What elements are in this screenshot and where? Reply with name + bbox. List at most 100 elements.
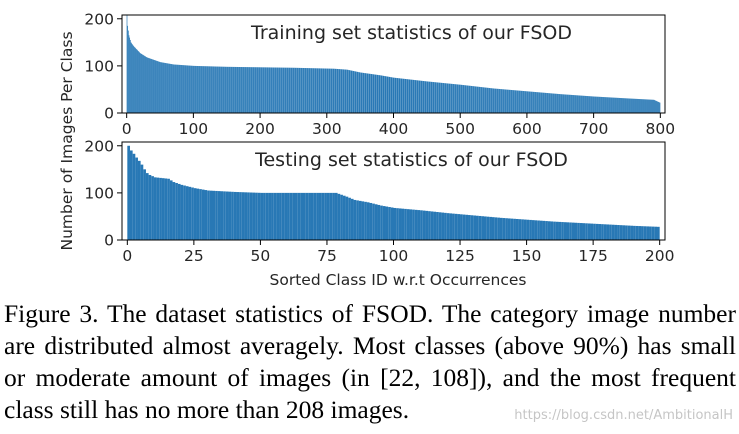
bar — [590, 96, 591, 113]
bar — [626, 98, 627, 113]
bar — [366, 73, 367, 113]
bar — [561, 222, 564, 240]
bar — [510, 89, 511, 113]
bar — [656, 101, 657, 113]
bar — [162, 62, 164, 113]
bar — [324, 68, 325, 113]
bar — [501, 89, 503, 113]
bar — [569, 222, 572, 240]
bar — [263, 67, 265, 113]
bar — [468, 215, 471, 240]
bar — [456, 84, 457, 113]
bar — [143, 169, 146, 240]
bar — [531, 220, 535, 240]
bar — [359, 72, 361, 113]
bar — [417, 80, 419, 113]
bar — [420, 80, 421, 113]
bar — [276, 192, 280, 240]
bar — [217, 191, 221, 240]
bar — [619, 225, 623, 240]
bar — [144, 56, 146, 113]
bar — [457, 214, 461, 240]
bar — [526, 219, 530, 240]
bar — [414, 209, 418, 240]
bar — [603, 224, 607, 240]
bar — [286, 67, 287, 113]
bar — [336, 68, 338, 113]
bar — [518, 90, 520, 113]
bar — [284, 192, 288, 240]
bar — [184, 65, 185, 113]
bar — [264, 67, 265, 113]
bar — [398, 78, 400, 113]
bar — [255, 192, 258, 240]
bar — [231, 191, 234, 240]
bar — [367, 73, 369, 113]
bar — [390, 77, 392, 113]
bar — [247, 67, 249, 113]
bar — [563, 94, 565, 113]
bar — [129, 37, 131, 114]
bar — [331, 68, 333, 113]
bar — [451, 83, 453, 113]
bar — [448, 83, 450, 113]
bar — [212, 66, 214, 113]
bar — [589, 96, 591, 113]
bar — [234, 66, 236, 113]
bar — [270, 67, 272, 113]
bar — [545, 221, 548, 240]
bar — [404, 78, 406, 113]
bar — [253, 67, 255, 113]
bar — [574, 95, 575, 113]
bar — [382, 206, 386, 240]
bar — [622, 225, 626, 240]
bar — [598, 96, 600, 113]
bar — [266, 67, 268, 113]
bar — [284, 67, 286, 113]
bar — [529, 219, 532, 240]
bar — [313, 192, 317, 240]
bar — [175, 182, 178, 240]
bar — [633, 98, 635, 113]
bar — [648, 99, 649, 113]
bar — [440, 82, 442, 113]
bar — [651, 99, 653, 113]
bar — [555, 221, 559, 240]
bar — [608, 97, 610, 113]
bar — [345, 69, 347, 113]
bar — [241, 67, 243, 113]
bar — [441, 82, 443, 113]
bar — [432, 82, 434, 113]
bar — [638, 226, 642, 240]
bar — [353, 71, 355, 113]
bar — [159, 177, 162, 240]
bar — [247, 192, 250, 240]
bar — [316, 192, 319, 240]
bar — [542, 220, 546, 240]
bar — [239, 192, 242, 240]
bar — [452, 83, 453, 113]
bar — [164, 178, 168, 240]
bar — [473, 86, 475, 113]
bar — [137, 160, 141, 240]
bar — [280, 67, 282, 113]
bar — [138, 51, 140, 113]
bar — [407, 79, 409, 113]
x-tick-label: 600 — [512, 120, 542, 138]
bar — [622, 98, 623, 113]
bar — [577, 222, 580, 240]
bar — [556, 93, 557, 113]
bar — [482, 87, 484, 113]
bar — [385, 206, 389, 240]
bar — [534, 91, 535, 113]
bar — [244, 67, 246, 113]
bar — [550, 93, 552, 113]
bar — [264, 67, 266, 113]
bar — [241, 192, 245, 240]
bar — [403, 78, 405, 113]
bar — [429, 81, 431, 113]
bar — [476, 86, 477, 113]
bar — [605, 97, 607, 113]
bar — [252, 192, 256, 240]
bar — [322, 68, 323, 113]
